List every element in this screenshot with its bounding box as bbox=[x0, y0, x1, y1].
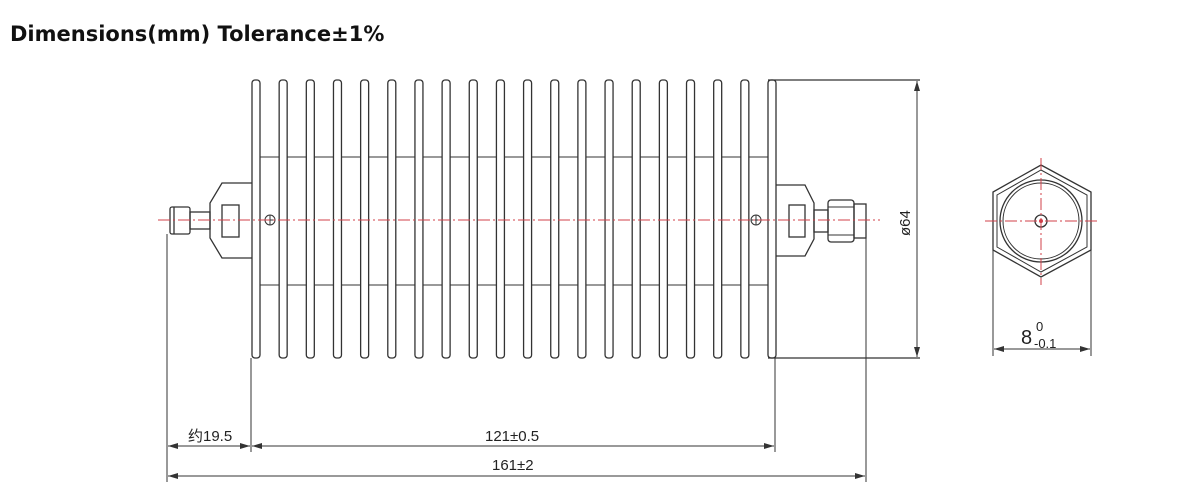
heatsink-fin bbox=[685, 79, 696, 359]
dim-body-length: 121±0.5 bbox=[485, 428, 539, 445]
heatsink-fin bbox=[441, 79, 451, 359]
dim-total-length: 161±2 bbox=[492, 457, 534, 474]
heatsink-fins bbox=[251, 79, 777, 359]
heatsink-fin bbox=[495, 79, 506, 359]
heatsink-fin bbox=[332, 79, 343, 359]
heatsink-fin bbox=[278, 79, 288, 359]
heatsink-fin bbox=[251, 79, 261, 359]
heatsink-fin bbox=[577, 79, 587, 359]
heatsink-fin bbox=[713, 79, 723, 359]
heatsink-fin bbox=[740, 79, 750, 359]
dim-connector-length: 约19.5 bbox=[188, 428, 232, 445]
heatsink-fin bbox=[387, 79, 397, 359]
right-connector bbox=[750, 184, 867, 257]
heatsink-fin bbox=[359, 79, 370, 359]
dim-hex-upper: 0 bbox=[1036, 319, 1043, 334]
heatsink-fin bbox=[522, 79, 533, 359]
dimension-lines bbox=[166, 81, 920, 482]
dim-diameter: ø64 bbox=[897, 210, 914, 236]
heatsink-fin bbox=[767, 79, 777, 359]
heatsink-core bbox=[768, 79, 920, 359]
heatsink-fin bbox=[658, 79, 669, 359]
heatsink-fin bbox=[550, 79, 560, 359]
end-view bbox=[985, 158, 1097, 356]
heatsink-fin bbox=[468, 79, 478, 359]
dim-hex-nominal: 8 bbox=[1021, 327, 1032, 349]
heatsink-fin bbox=[305, 79, 315, 359]
heatsink-fin bbox=[604, 79, 614, 359]
heatsink-fin bbox=[414, 79, 424, 359]
page-title: Dimensions(mm) Tolerance±1% bbox=[10, 22, 385, 46]
heatsink-fin bbox=[631, 79, 641, 359]
dim-hex-lower: -0.1 bbox=[1034, 336, 1056, 351]
